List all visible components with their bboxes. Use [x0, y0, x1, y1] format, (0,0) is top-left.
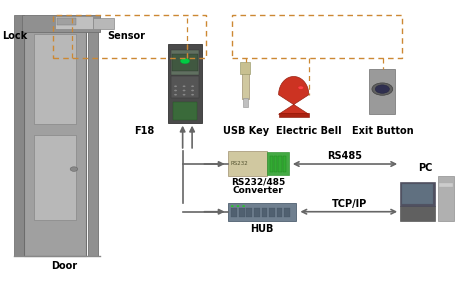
Bar: [267, 152, 289, 175]
Bar: [246, 208, 252, 217]
Circle shape: [231, 205, 234, 207]
Bar: [168, 44, 201, 123]
Polygon shape: [88, 23, 98, 256]
Circle shape: [191, 85, 194, 87]
Bar: [93, 18, 114, 29]
Circle shape: [174, 90, 177, 91]
Text: Door: Door: [52, 261, 78, 271]
Text: F18: F18: [134, 125, 155, 136]
Circle shape: [174, 85, 177, 87]
Bar: [55, 16, 93, 29]
Text: RS232/485: RS232/485: [231, 177, 285, 186]
Bar: [400, 182, 436, 206]
Circle shape: [182, 85, 185, 87]
Bar: [277, 208, 283, 217]
Circle shape: [237, 205, 239, 207]
Bar: [171, 76, 199, 98]
Bar: [369, 69, 395, 114]
Circle shape: [182, 94, 185, 96]
Polygon shape: [14, 15, 24, 256]
Circle shape: [70, 167, 78, 171]
Bar: [262, 208, 267, 217]
Bar: [243, 98, 248, 107]
Polygon shape: [279, 76, 309, 114]
Bar: [269, 208, 275, 217]
Text: RS232: RS232: [230, 161, 248, 166]
Circle shape: [191, 90, 194, 91]
Polygon shape: [242, 68, 249, 99]
Polygon shape: [22, 15, 100, 32]
Bar: [173, 102, 197, 120]
Circle shape: [182, 90, 185, 91]
Circle shape: [174, 94, 177, 96]
Circle shape: [191, 94, 194, 96]
Bar: [57, 17, 76, 25]
Text: RS485: RS485: [327, 151, 362, 161]
Text: PC: PC: [418, 163, 432, 173]
Circle shape: [375, 85, 390, 93]
Text: Lock: Lock: [2, 31, 27, 41]
Circle shape: [372, 83, 393, 95]
Text: Exit Button: Exit Button: [352, 125, 413, 136]
Bar: [400, 206, 436, 221]
Bar: [438, 176, 455, 221]
Bar: [240, 62, 250, 74]
Bar: [278, 157, 282, 172]
Bar: [274, 157, 277, 172]
Bar: [231, 208, 237, 217]
Text: Sensor: Sensor: [107, 31, 145, 41]
Bar: [254, 208, 260, 217]
Bar: [279, 113, 309, 117]
Polygon shape: [34, 135, 76, 220]
Polygon shape: [34, 34, 76, 124]
Polygon shape: [24, 23, 86, 256]
Bar: [283, 157, 286, 172]
Bar: [228, 151, 267, 176]
Text: USB Key: USB Key: [223, 125, 270, 136]
Circle shape: [242, 205, 245, 207]
Bar: [228, 203, 296, 221]
Bar: [439, 183, 453, 187]
Text: Converter: Converter: [233, 186, 283, 195]
Text: Electric Bell: Electric Bell: [276, 125, 342, 136]
Circle shape: [298, 86, 304, 89]
Bar: [53, 15, 206, 58]
Text: TCP/IP: TCP/IP: [331, 199, 366, 209]
Circle shape: [180, 58, 190, 64]
Bar: [172, 54, 198, 71]
Bar: [402, 184, 433, 204]
Bar: [171, 50, 199, 75]
Bar: [232, 15, 402, 58]
Bar: [239, 208, 245, 217]
Bar: [270, 157, 273, 172]
Text: HUB: HUB: [250, 224, 274, 234]
Bar: [284, 208, 290, 217]
